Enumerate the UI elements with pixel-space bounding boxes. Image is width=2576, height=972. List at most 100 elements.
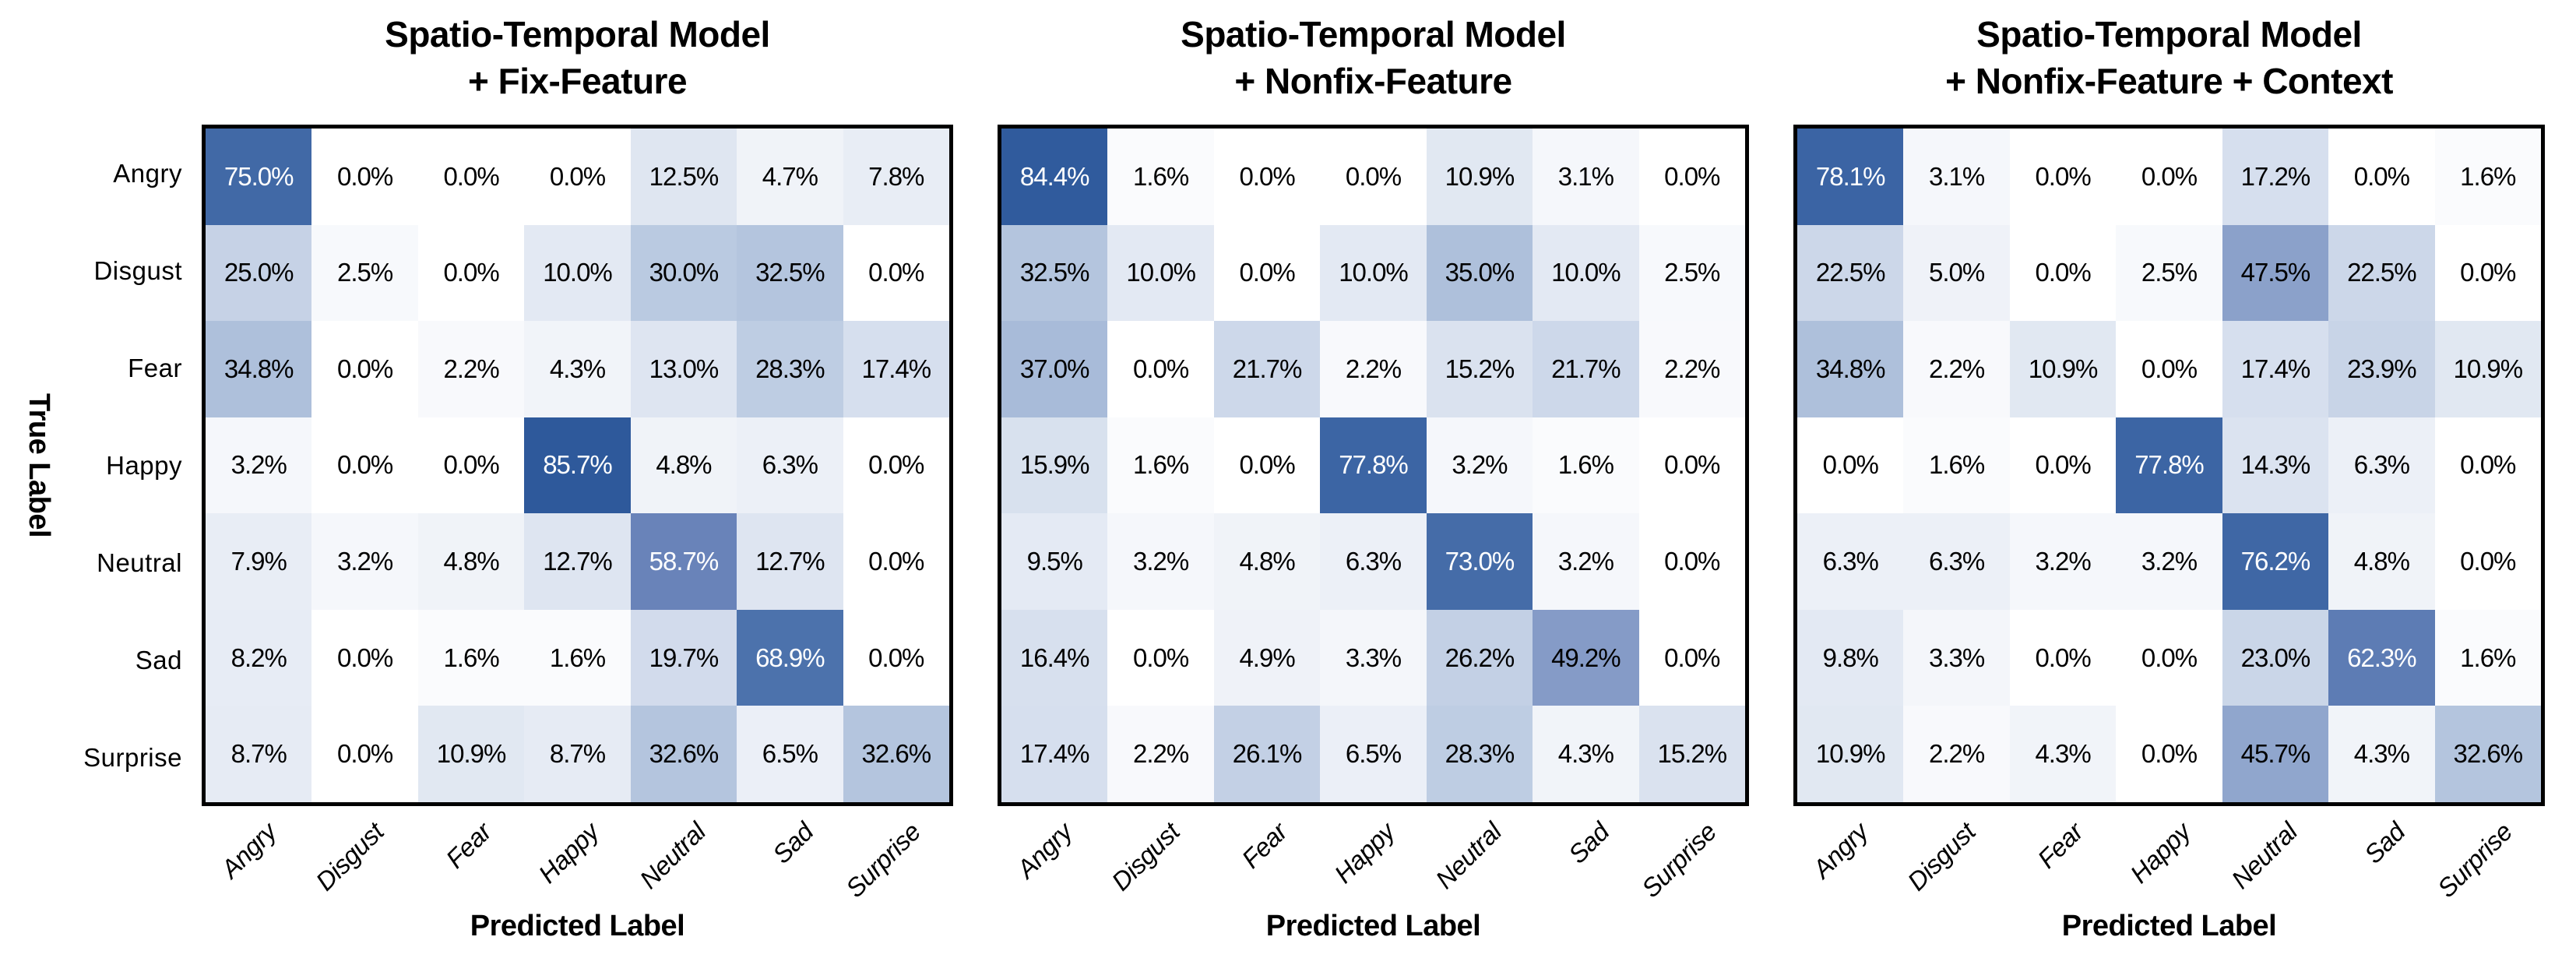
confusion-matrix-grid: 84.4% 1.6% 0.0% 0.0% 10.9% 3.1% 0.0% 32.5% 10.0%… [998, 125, 1749, 806]
matrix-cell: 19.7% [630, 609, 737, 706]
matrix-cell: 3.3% [1903, 609, 2010, 706]
matrix-cell: 10.0% [524, 224, 631, 322]
matrix-cell: 6.5% [737, 706, 843, 802]
ytick-column: Angry Disgust Fear Happy Neutral Sad Surprise [0, 125, 193, 806]
matrix-cell: 10.0% [1107, 224, 1214, 322]
matrix-cell: 17.4% [2222, 321, 2329, 417]
matrix-cell: 4.7% [737, 129, 843, 225]
xtick-label: Neutral [1430, 817, 1508, 894]
matrix-cell: 34.8% [206, 321, 312, 417]
matrix-cell: 3.2% [1107, 513, 1214, 610]
xtick-label: Angry [1011, 817, 1079, 884]
matrix-cell: 78.1% [1797, 129, 1904, 225]
matrix-cell: 1.6% [1533, 417, 1639, 514]
matrix-cell: 32.6% [630, 706, 737, 802]
matrix-cell: 2.5% [2116, 224, 2222, 322]
matrix-cell: 0.0% [1638, 129, 1745, 225]
matrix-cell: 2.2% [1903, 321, 2010, 417]
xtick-label: Happy [2124, 817, 2196, 889]
matrix-cell: 0.0% [843, 417, 949, 514]
xtick-label: Disgust [310, 817, 389, 896]
matrix-cell: 6.3% [737, 417, 843, 514]
matrix-cell: 0.0% [311, 417, 418, 514]
matrix-cell: 4.8% [1213, 513, 1321, 610]
matrix-cell: 21.7% [1213, 321, 1321, 417]
xtick-label: Surprise [2431, 817, 2518, 903]
matrix-cell: 62.3% [2328, 609, 2435, 706]
xtick-label: Disgust [1902, 817, 1981, 896]
matrix-cell: 0.0% [2116, 706, 2222, 802]
matrix-cell: 0.0% [1638, 513, 1745, 610]
matrix-cell: 26.2% [1426, 609, 1533, 706]
xtick-label: Surprise [1635, 817, 1723, 903]
matrix-cell: 2.2% [1320, 321, 1427, 417]
matrix-cell: 4.3% [2009, 706, 2117, 802]
matrix-cell: 0.0% [2434, 417, 2541, 514]
matrix-cell: 15.9% [1001, 417, 1108, 514]
matrix-cell: 37.0% [1001, 321, 1108, 417]
matrix-cell: 17.4% [1001, 706, 1108, 802]
matrix-cell: 15.2% [1426, 321, 1533, 417]
matrix-cell: 0.0% [2009, 417, 2117, 514]
chart-title: Spatio-Temporal Model + Nonfix-Feature [998, 11, 1749, 104]
matrix-cell: 6.3% [2328, 417, 2435, 514]
matrix-cell: 10.9% [417, 706, 525, 802]
matrix-cell: 3.2% [1426, 417, 1533, 514]
matrix-cell: 45.7% [2222, 706, 2329, 802]
matrix-cell: 0.0% [417, 129, 525, 225]
matrix-cell: 0.0% [1638, 609, 1745, 706]
matrix-cell: 0.0% [843, 224, 949, 322]
matrix-cell: 16.4% [1001, 609, 1108, 706]
matrix-cell: 0.0% [2009, 609, 2117, 706]
matrix-cell: 3.2% [2116, 513, 2222, 610]
matrix-cell: 49.2% [1533, 609, 1639, 706]
matrix-cell: 75.0% [206, 129, 312, 225]
matrix-cell: 2.5% [1638, 224, 1745, 322]
matrix-cell: 0.0% [1797, 417, 1904, 514]
confusion-matrix-grid: 75.0% 0.0% 0.0% 0.0% 12.5% 4.7% 7.8% 25.0% 2.5% 0… [202, 125, 953, 806]
xtick-label: Happy [1328, 817, 1400, 889]
xtick-label: Fear [440, 817, 497, 874]
matrix-cell: 0.0% [417, 417, 525, 514]
matrix-cell: 1.6% [2434, 129, 2541, 225]
matrix-cell: 3.1% [1533, 129, 1639, 225]
matrix-cell: 0.0% [1213, 129, 1321, 225]
matrix-cell: 1.6% [1107, 129, 1214, 225]
matrix-cell: 32.6% [843, 706, 949, 802]
matrix-cell: 0.0% [1107, 609, 1214, 706]
matrix-cell: 28.3% [737, 321, 843, 417]
matrix-cell: 2.5% [311, 224, 418, 322]
ytick-label: Surprise [83, 742, 182, 772]
matrix-cell: 10.9% [2434, 321, 2541, 417]
matrix-cell: 12.7% [737, 513, 843, 610]
confusion-matrix-grid: 78.1% 3.1% 0.0% 0.0% 17.2% 0.0% 1.6% 22.5% 5.0% 0… [1793, 125, 2545, 806]
matrix-cell: 32.5% [1001, 224, 1108, 322]
matrix-cell: 35.0% [1426, 224, 1533, 322]
matrix-cell: 3.2% [1533, 513, 1639, 610]
matrix-cell: 22.5% [1797, 224, 1904, 322]
matrix-cell: 1.6% [417, 609, 525, 706]
xtick-row: Angry Disgust Fear Happy Neutral Sad Surprise [1793, 817, 2545, 918]
matrix-cell: 26.1% [1213, 706, 1321, 802]
xtick-label: Fear [1236, 817, 1293, 874]
xtick-row: Angry Disgust Fear Happy Neutral Sad Surprise [998, 817, 1749, 918]
xtick-label: Sad [2358, 817, 2411, 869]
title-line-2: + Nonfix-Feature + Context [1945, 61, 2393, 101]
ytick-label: Fear [128, 353, 182, 382]
matrix-cell: 10.9% [1797, 706, 1904, 802]
matrix-cell: 0.0% [2116, 321, 2222, 417]
title-line-2: + Fix-Feature [467, 61, 688, 101]
matrix-cell: 13.0% [630, 321, 737, 417]
xtick-label: Sad [1562, 817, 1615, 869]
matrix-cell: 0.0% [1107, 321, 1214, 417]
matrix-cell: 10.9% [1426, 129, 1533, 225]
matrix-cell: 0.0% [417, 224, 525, 322]
matrix-cell: 0.0% [2434, 224, 2541, 322]
matrix-cell: 47.5% [2222, 224, 2329, 322]
matrix-cell: 1.6% [1903, 417, 2010, 514]
matrix-cell: 0.0% [1213, 417, 1321, 514]
matrix-cell: 10.9% [2009, 321, 2117, 417]
matrix-cell: 0.0% [311, 321, 418, 417]
matrix-cell: 8.7% [206, 706, 312, 802]
chart-title: Spatio-Temporal Model + Nonfix-Feature +… [1793, 11, 2545, 104]
